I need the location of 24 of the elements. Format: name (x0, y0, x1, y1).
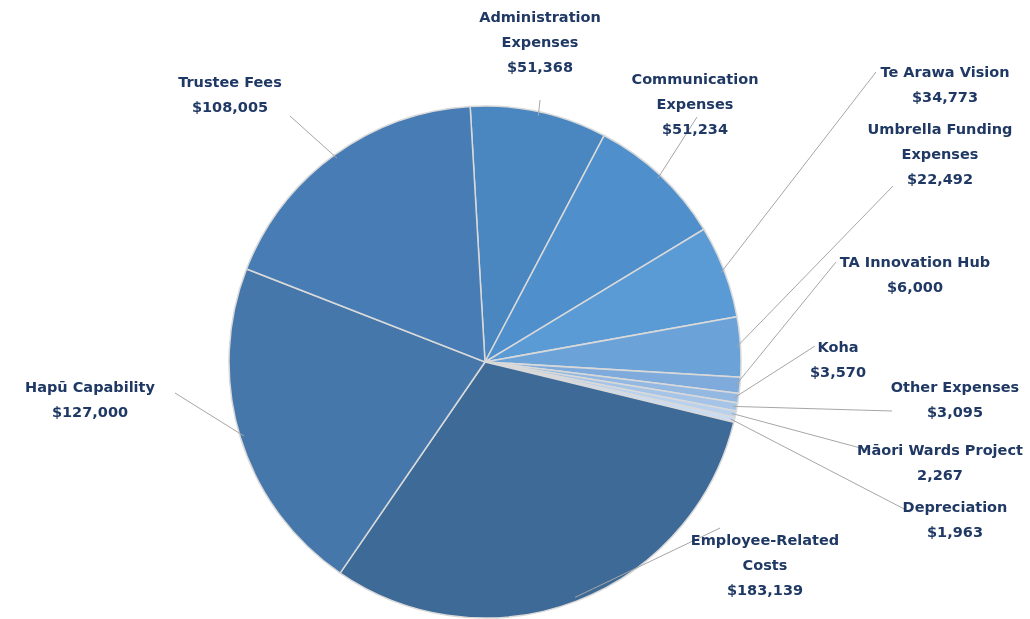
slice-label: TA Innovation Hub (839, 254, 991, 270)
slice-label: Umbrella Funding Expenses (867, 121, 1013, 162)
data-label: $22,492 (906, 171, 974, 187)
data-label: $3,570 (810, 364, 866, 380)
data-label: $51,234 (661, 121, 729, 137)
data-label: $6,000 (887, 279, 943, 295)
slice-label: Employee-Related Costs (690, 532, 840, 573)
slice-label: Other Expenses (890, 379, 1020, 395)
slice-label: Te Arawa Vision (880, 64, 1010, 80)
data-label: $3,095 (927, 404, 983, 420)
data-label: $108,005 (191, 99, 269, 115)
data-label: 2,267 (917, 467, 963, 483)
slice-label: Trustee Fees (178, 74, 282, 90)
data-label: $1,963 (927, 524, 983, 540)
slice-label: Communication Expenses (631, 71, 759, 112)
slice-label: Administration Expenses (479, 9, 601, 50)
slice-label: Hapū Capability (25, 379, 156, 395)
slice-label: Māori Wards Project (857, 442, 1024, 458)
slice-label: Koha (817, 339, 859, 355)
data-label: $127,000 (51, 404, 129, 420)
data-label: $183,139 (726, 582, 804, 598)
data-label: $34,773 (911, 89, 979, 105)
data-label: $51,368 (506, 59, 574, 75)
slice-label: Depreciation (902, 499, 1008, 515)
